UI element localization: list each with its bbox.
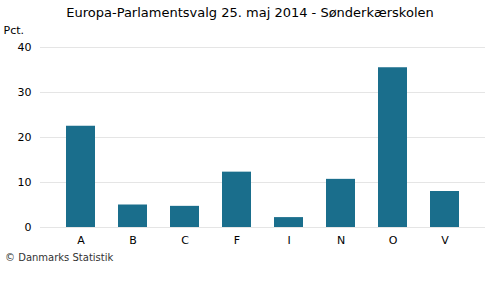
svg-text:30: 30: [18, 86, 32, 99]
svg-text:N: N: [337, 234, 345, 247]
svg-text:V: V: [441, 234, 449, 247]
svg-text:10: 10: [18, 176, 32, 189]
html-text:© Danmarks Statistik: © Danmarks Statistik: [5, 252, 114, 263]
svg-text:F: F: [234, 234, 240, 247]
svg-text:O: O: [389, 234, 398, 247]
html-text:Europa-Parlamentsvalg 25. maj: Europa-Parlamentsvalg 25. maj 2014 - Søn…: [66, 5, 434, 20]
svg-text:B: B: [129, 234, 137, 247]
svg-text:A: A: [77, 234, 85, 247]
svg-text:Pct.: Pct.: [4, 24, 25, 37]
svg-text:C: C: [181, 234, 189, 247]
svg-text:I: I: [287, 234, 290, 247]
svg-text:40: 40: [18, 41, 32, 54]
svg-text:20: 20: [18, 131, 32, 144]
svg-text:0: 0: [25, 221, 32, 234]
